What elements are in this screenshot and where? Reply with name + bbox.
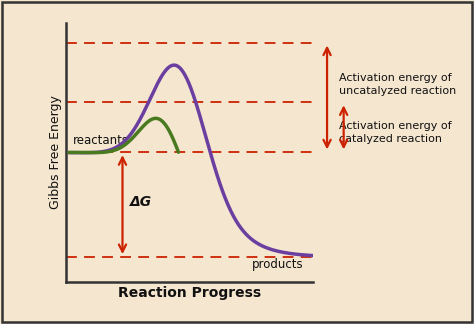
Text: reactants: reactants <box>73 134 128 147</box>
Text: products: products <box>252 258 303 271</box>
Text: Activation energy of
uncatalyzed reaction: Activation energy of uncatalyzed reactio… <box>339 73 456 96</box>
X-axis label: Reaction Progress: Reaction Progress <box>118 286 261 300</box>
Y-axis label: Gibbs Free Energy: Gibbs Free Energy <box>49 95 62 209</box>
Text: Activation energy of
catalyzed reaction: Activation energy of catalyzed reaction <box>339 121 452 144</box>
Text: ΔG: ΔG <box>130 195 152 209</box>
